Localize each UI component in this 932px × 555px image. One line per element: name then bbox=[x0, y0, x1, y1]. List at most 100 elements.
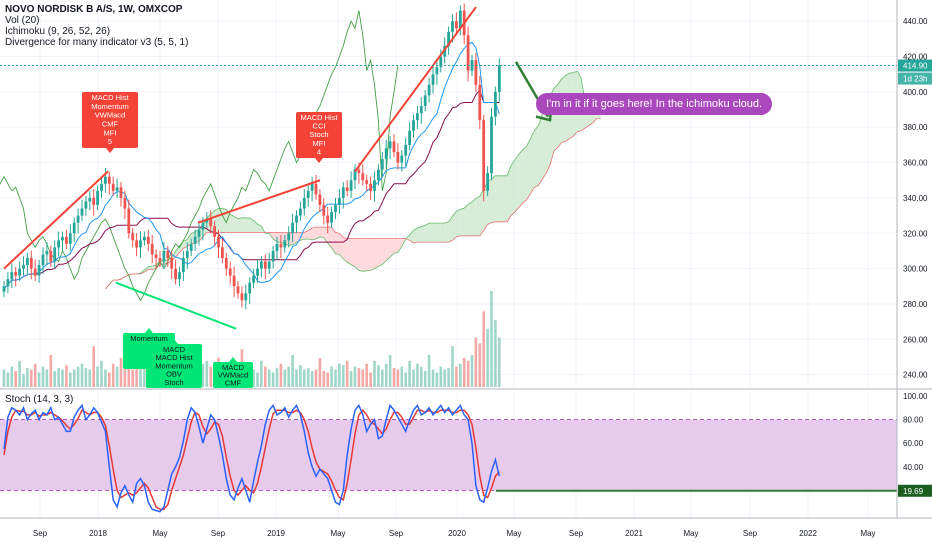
candle-body bbox=[107, 176, 111, 184]
candle-body bbox=[182, 258, 185, 273]
symbol-title[interactable]: NOVO NORDISK B A/S, 1W, OMXCOP bbox=[5, 4, 183, 15]
candle-body bbox=[139, 240, 142, 248]
candle-body bbox=[154, 254, 158, 258]
volume-bar bbox=[33, 363, 37, 387]
stoch-legend[interactable]: Stoch (14, 3, 3) bbox=[5, 394, 73, 405]
cloud-segment bbox=[425, 223, 430, 243]
bear-label-1-line: MFI bbox=[104, 128, 117, 137]
bull-label-3-line: VWMacd bbox=[218, 371, 248, 380]
candle-body bbox=[283, 240, 287, 248]
candle-body bbox=[263, 261, 267, 269]
candle-body bbox=[400, 155, 404, 163]
cloud-segment bbox=[538, 114, 543, 186]
candle-body bbox=[474, 60, 478, 85]
cloud-segment bbox=[390, 238, 394, 258]
volume-bar bbox=[115, 366, 119, 387]
annotation-text: I'm in it if it goes here! In the ichimo… bbox=[545, 98, 763, 110]
cloud-segment bbox=[472, 198, 476, 236]
volume-bar bbox=[18, 360, 21, 387]
cloud-segment bbox=[304, 230, 309, 240]
candle-body bbox=[92, 197, 96, 205]
trendline-bear-3 bbox=[354, 6, 477, 173]
candle-body bbox=[224, 258, 228, 269]
divergence-legend[interactable]: Divergence for many indicator v3 (5, 5, … bbox=[5, 37, 189, 48]
candle-body bbox=[6, 279, 10, 287]
cloud-segment bbox=[175, 245, 180, 258]
cloud-segment bbox=[339, 233, 344, 259]
volume-bar bbox=[462, 357, 466, 387]
volume-bar bbox=[26, 368, 29, 387]
cloud-segment bbox=[366, 238, 371, 271]
volume-bar bbox=[135, 360, 138, 387]
annotation-bubble[interactable]: I'm in it if it goes here! In the ichimo… bbox=[536, 93, 772, 115]
cloud-segment bbox=[542, 103, 547, 180]
candle-body bbox=[322, 204, 326, 216]
volume-bar bbox=[322, 371, 326, 387]
candle-body bbox=[88, 197, 92, 202]
candle-body bbox=[127, 208, 131, 234]
volume-bar bbox=[291, 355, 294, 387]
candle-body bbox=[185, 250, 189, 258]
volume-bar bbox=[306, 368, 310, 387]
price-tick-label: 420.00 bbox=[903, 53, 928, 62]
volume-legend[interactable]: Vol (20) bbox=[5, 15, 40, 26]
candle-body bbox=[439, 56, 443, 68]
candle-body bbox=[497, 65, 501, 92]
bull-label-1-pointer bbox=[145, 328, 153, 333]
candle-body bbox=[419, 106, 423, 114]
candle-body bbox=[271, 250, 275, 262]
volume-bar bbox=[474, 337, 478, 387]
volume-bar bbox=[22, 373, 25, 387]
cloud-segment bbox=[382, 238, 387, 265]
volume-bar bbox=[143, 357, 146, 387]
bull-label-3-line: CMF bbox=[225, 378, 242, 387]
candle-body bbox=[217, 236, 220, 248]
cloud-segment bbox=[362, 238, 367, 272]
cloud-segment bbox=[230, 214, 235, 233]
volume-bar bbox=[201, 363, 205, 387]
ichimoku-legend[interactable]: Ichimoku (9, 26, 52, 26) bbox=[5, 26, 111, 37]
candle-body bbox=[18, 268, 21, 276]
candle-body bbox=[466, 35, 470, 71]
stoch-value-tag bbox=[898, 484, 932, 497]
time-tick-label: 2020 bbox=[448, 529, 466, 538]
volume-bar bbox=[65, 365, 68, 387]
volume-bar bbox=[451, 346, 454, 387]
candle-body bbox=[260, 261, 263, 269]
volume-bar bbox=[256, 372, 259, 387]
volume-bar bbox=[334, 369, 337, 387]
bear-label-2-line: 4 bbox=[317, 147, 321, 156]
leading-span-a bbox=[105, 70, 602, 290]
candle-body bbox=[373, 180, 376, 191]
volume-bar bbox=[423, 371, 427, 387]
candle-body bbox=[423, 95, 427, 107]
cloud-segment bbox=[534, 125, 539, 188]
volume-bar bbox=[275, 368, 279, 387]
stoch-tick-label: 60.00 bbox=[903, 439, 924, 448]
volume-bar bbox=[318, 357, 322, 387]
volume-bar bbox=[30, 369, 33, 387]
cloud-segment bbox=[343, 237, 348, 263]
time-tick-label: Sep bbox=[389, 529, 404, 538]
trendline-bull-1 bbox=[115, 281, 237, 330]
cloud-segment bbox=[475, 196, 480, 236]
countdown-label: 1d 23h bbox=[903, 75, 927, 84]
candle-body bbox=[295, 215, 298, 223]
volume-bar bbox=[345, 360, 349, 387]
candle-body bbox=[14, 272, 18, 276]
candle-body bbox=[486, 173, 489, 191]
candle-body bbox=[131, 233, 135, 241]
candle-body bbox=[111, 183, 115, 191]
cloud-segment bbox=[499, 175, 504, 222]
volume-bar bbox=[108, 372, 111, 387]
candle-body bbox=[291, 222, 294, 234]
candle-body bbox=[404, 144, 408, 156]
cloud-segment bbox=[468, 201, 472, 236]
axes: 440.00420.00400.00380.00360.00340.00320.… bbox=[0, 0, 932, 538]
candle-body bbox=[158, 258, 162, 262]
cloud-segment bbox=[386, 238, 391, 261]
bull-label-2-line: Momentum bbox=[155, 361, 193, 370]
